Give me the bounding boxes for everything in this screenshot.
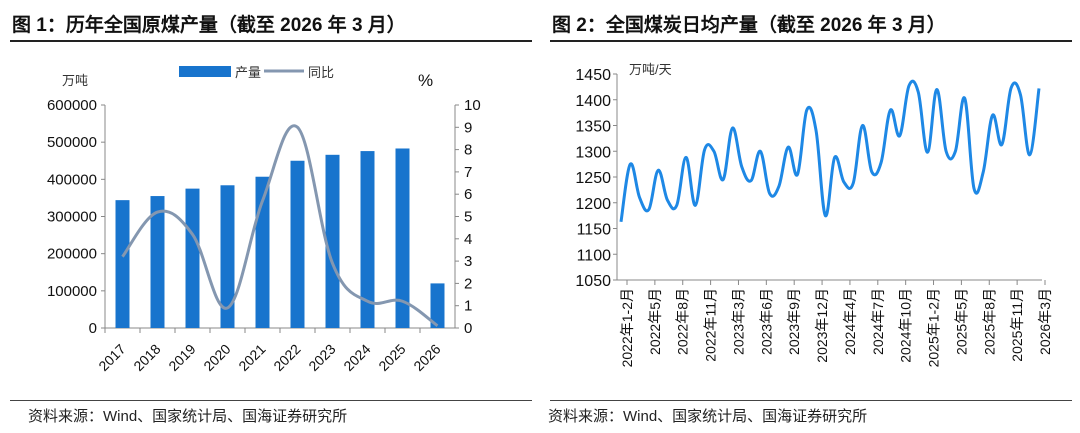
legend-swatch-bar: [179, 66, 231, 77]
title-rule: [10, 40, 532, 42]
y-tick-label: 500000: [47, 134, 97, 151]
y-tick-label: 200000: [47, 246, 97, 263]
bar: [395, 148, 410, 328]
x-tick-label: 2019: [165, 341, 198, 374]
x-tick-label: 2018: [130, 341, 163, 374]
y-tick-label: 1450: [575, 67, 611, 84]
y-tick-label: 400000: [47, 171, 97, 188]
bar: [430, 283, 445, 328]
y-tick-label: 1400: [575, 93, 611, 110]
x-tick-label: 2024: [340, 341, 373, 374]
x-tick-label: 2023: [305, 341, 338, 374]
y2-tick-label: 8: [464, 142, 472, 159]
y2-tick-label: 9: [464, 119, 472, 136]
y-tick-label: 1050: [575, 273, 611, 290]
x-tick-label: 2024年7月: [870, 288, 886, 355]
bar: [220, 185, 235, 328]
x-tick-label: 2026年3月: [1037, 288, 1053, 355]
y2-axis-unit: %: [418, 71, 433, 90]
x-tick-label: 2025年8月: [981, 288, 997, 355]
legend-label-bar: 产量: [235, 65, 261, 80]
chart2-title: 图 2：全国煤炭日均产量（截至 2026 年 3 月）: [552, 15, 946, 36]
bar: [325, 154, 340, 328]
x-tick-label: 2025年1-2月: [926, 288, 942, 367]
x-tick-label: 2020: [200, 341, 233, 374]
x-tick-label: 2022年8月: [675, 288, 691, 355]
chart2-source: 资料来源：Wind、国家统计局、国海证券研究所: [548, 408, 868, 425]
bar: [185, 188, 200, 328]
x-tick-label: 2025: [375, 341, 408, 374]
chart1-svg: 0 100000 200000 300000 400000 500000 600000 0 1 2…: [47, 65, 481, 374]
x-tick-label: 2022年1-2月: [619, 288, 635, 367]
bar: [115, 200, 130, 328]
chart1-source: 资料来源：Wind、国家统计局、国海证券研究所: [28, 408, 348, 425]
chart2-svg: 1050 1100 1150 1200 1250 1300 1350 1400 1450 万吨/天…: [575, 62, 1053, 367]
y2-tick-label: 4: [464, 231, 472, 248]
x-tick-label: 2023年3月: [730, 288, 746, 355]
title-rule: [550, 40, 1072, 42]
x-tick-label: 2026: [410, 341, 443, 374]
y-axis-unit: 万吨/天: [629, 62, 672, 77]
y2-tick-label: 2: [464, 275, 472, 292]
bar: [150, 196, 165, 328]
y2-tick-label: 3: [464, 253, 472, 270]
y-tick-label: 100000: [47, 283, 97, 300]
y2-tick-label: 6: [464, 186, 472, 203]
chart1-title: 图 1：历年全国原煤产量（截至 2026 年 3 月）: [12, 15, 406, 36]
y-tick-label: 600000: [47, 97, 97, 114]
x-tick-label: 2024年10月: [898, 288, 914, 363]
source-rule: [550, 400, 1072, 401]
panel-chart1: 图 1：历年全国原煤产量（截至 2026 年 3 月） 0 100000 20000…: [10, 15, 532, 425]
yoy-line: [121, 124, 439, 327]
bar: [360, 151, 375, 328]
y2-tick-label: 7: [464, 164, 472, 181]
y-tick-label: 1200: [575, 196, 611, 213]
x-tick-label: 2022: [270, 341, 303, 374]
y-tick-label: 1350: [575, 119, 611, 136]
y-tick-label: 300000: [47, 209, 97, 226]
y2-tick-label: 5: [464, 209, 472, 226]
x-tick-label: 2025年5月: [953, 288, 969, 355]
x-tick-label: 2022年11月: [703, 288, 719, 362]
x-tick-label: 2024年4月: [842, 288, 858, 355]
y-tick-label: 1250: [575, 170, 611, 187]
x-tick-label: 2021: [235, 341, 268, 374]
y-tick-label: 1300: [575, 144, 611, 161]
y2-tick-label: 10: [464, 97, 481, 114]
x-tick-label: 2022年5月: [647, 288, 663, 355]
x-tick-label: 2023年9月: [786, 288, 802, 355]
y2-tick-label: 0: [464, 320, 472, 337]
panel-chart2: 图 2：全国煤炭日均产量（截至 2026 年 3 月） 1050 1100 1150…: [540, 0, 1080, 433]
y-tick-label: 1100: [577, 247, 612, 264]
source-rule: [10, 400, 532, 401]
y-axis-unit: 万吨: [62, 73, 88, 88]
legend-label-line: 同比: [308, 65, 334, 80]
x-tick-label: 2017: [95, 341, 128, 374]
x-tick-label: 2023年12月: [814, 288, 830, 363]
y-tick-label: 1150: [577, 222, 612, 239]
y2-tick-label: 1: [464, 298, 472, 315]
bar: [290, 160, 305, 328]
x-tick-label: 2025年11月: [1009, 288, 1025, 362]
y-tick-label: 0: [89, 320, 97, 337]
daily-output-line: [619, 79, 1041, 223]
x-tick-label: 2023年6月: [758, 288, 774, 355]
